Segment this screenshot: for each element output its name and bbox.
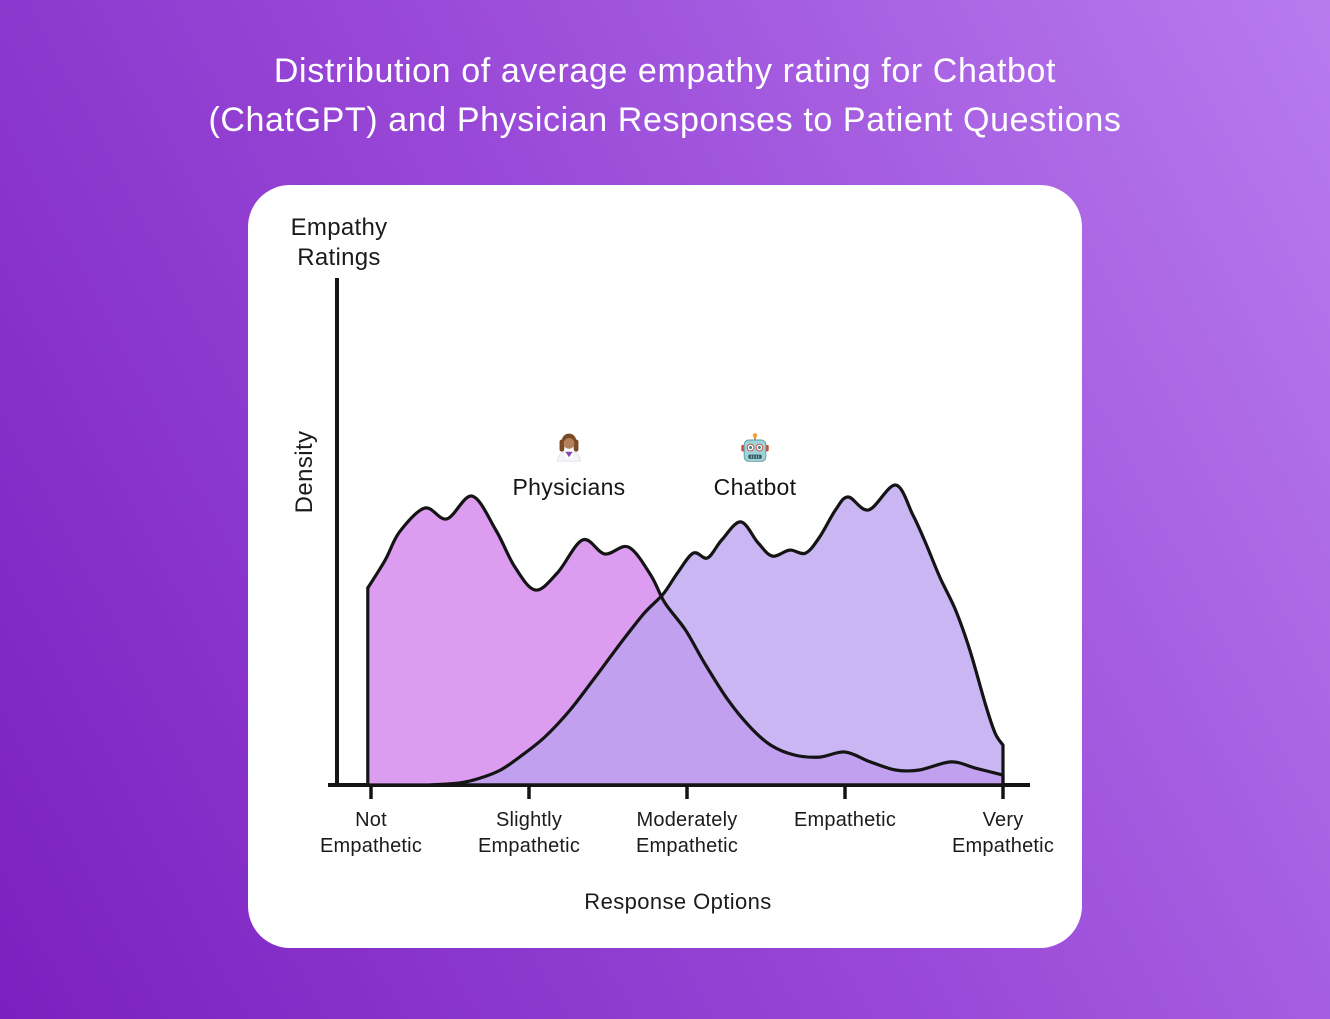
- woman-health-worker-icon: [552, 430, 586, 464]
- chart-card: Empathy Ratings Density Physicians: [248, 185, 1082, 948]
- x-axis-label: Response Options: [584, 889, 772, 914]
- legend-label-chatbot: Chatbot: [713, 474, 797, 500]
- x-tick-label-5: Very Empathetic: [951, 809, 1055, 857]
- density-chart: [328, 278, 1030, 799]
- density-outline-physicians: [366, 494, 1005, 787]
- page-title: Distribution of average empathy rating f…: [0, 47, 1330, 145]
- y-axis-label: Density: [291, 430, 318, 514]
- density-outline-chatbot: [427, 483, 1005, 787]
- x-tick-label-4: Empathetic: [793, 809, 897, 831]
- x-tick-label-3: Moderately Empathetic: [635, 809, 739, 857]
- legend-label-physicians: Physicians: [512, 474, 626, 500]
- y-axis-top-label: Empathy Ratings: [290, 214, 388, 271]
- page-title-line1: Distribution of average empathy rating f…: [273, 52, 1057, 90]
- x-tick-label-2: Slightly Empathetic: [477, 809, 581, 857]
- density-curves-group: [366, 483, 1005, 799]
- density-area-chatbot: [429, 484, 1003, 785]
- robot-icon: [739, 432, 771, 464]
- page-title-line2: (ChatGPT) and Physician Responses to Pat…: [208, 101, 1122, 139]
- x-tick-label-1: Not Empathetic: [319, 809, 423, 857]
